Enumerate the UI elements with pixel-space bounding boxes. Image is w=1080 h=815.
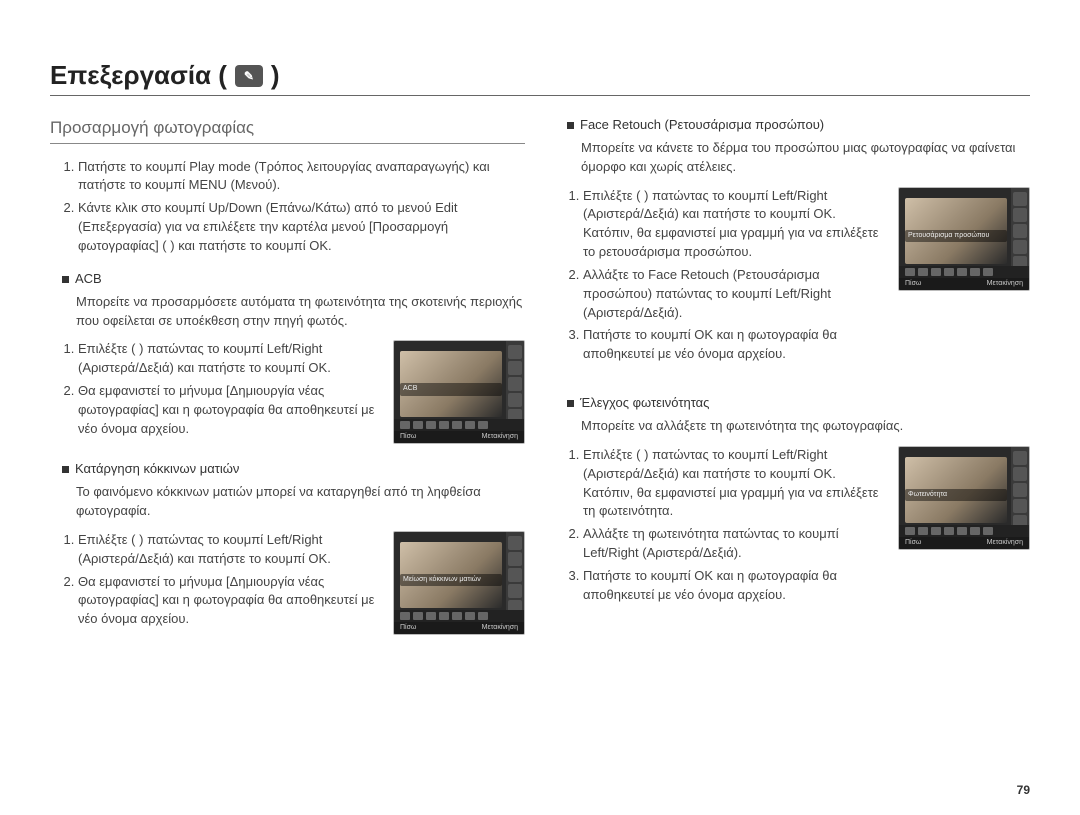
- feature-desc: Το φαινόμενο κόκκινων ματιών μπορεί να κ…: [50, 483, 525, 521]
- bullet-icon: [567, 122, 574, 129]
- thumb-back: Πίσω: [400, 432, 416, 442]
- thumb-move: Μετακίνηση: [482, 623, 518, 633]
- feature-body: Επιλέξτε ( ) πατώντας το κουμπί Left/Rig…: [555, 187, 1030, 369]
- list-item: Αλλάξτε το Face Retouch (Ρετουσάρισμα πρ…: [583, 266, 886, 323]
- feature-title: Έλεγχος φωτεινότητας: [580, 394, 709, 413]
- right-column: Face Retouch (Ρετουσάρισμα προσώπου) Μπο…: [555, 116, 1030, 651]
- bullet-icon: [62, 466, 69, 473]
- title-text-b: ): [271, 60, 280, 91]
- feature-head: Κατάργηση κόκκινων ματιών: [50, 460, 525, 479]
- thumb-move: Μετακίνηση: [987, 538, 1023, 548]
- feature-body: Επιλέξτε ( ) πατώντας το κουμπί Left/Rig…: [50, 340, 525, 444]
- thumb-icon-strip: [394, 419, 524, 431]
- thumb-icon-strip: [394, 610, 524, 622]
- side-icon: [508, 377, 522, 391]
- thumb-caption: Φωτεινότητα: [905, 489, 1007, 501]
- camera-preview-thumb: Ρετουσάρισμα προσώπου Πίσω Μετακίνηση: [898, 187, 1030, 291]
- feature-title: Κατάργηση κόκκινων ματιών: [75, 460, 239, 479]
- left-column: Προσαρμογή φωτογραφίας Πατήστε το κουμπί…: [50, 116, 525, 651]
- feature-steps: Επιλέξτε ( ) πατώντας το κουμπί Left/Rig…: [567, 187, 886, 369]
- feature-title: ACB: [75, 270, 102, 289]
- thumb-back: Πίσω: [400, 623, 416, 633]
- feature-title: Face Retouch (Ρετουσάρισμα προσώπου): [580, 116, 824, 135]
- thumb-footer: Πίσω Μετακίνηση: [394, 622, 524, 634]
- list-item: Πατήστε το κουμπί OK και η φωτογραφία θα…: [583, 567, 886, 605]
- feature-desc: Μπορείτε να κάνετε το δέρμα του προσώπου…: [555, 139, 1030, 177]
- feature-body: Επιλέξτε ( ) πατώντας το κουμπί Left/Rig…: [555, 446, 1030, 609]
- feature-steps: Επιλέξτε ( ) πατώντας το κουμπί Left/Rig…: [62, 531, 381, 635]
- camera-preview-thumb: ACB Πίσω Μετακίνηση: [393, 340, 525, 444]
- thumb-icon-strip: [899, 525, 1029, 537]
- intro-step: Πατήστε το κουμπί Play mode (Τρόπος λειτ…: [78, 158, 525, 196]
- thumb-footer: Πίσω Μετακίνηση: [394, 431, 524, 443]
- feature-redeye: Κατάργηση κόκκινων ματιών Το φαινόμενο κ…: [50, 460, 525, 635]
- feature-head: Έλεγχος φωτεινότητας: [555, 394, 1030, 413]
- thumb-move: Μετακίνηση: [482, 432, 518, 442]
- feature-brightness: Έλεγχος φωτεινότητας Μπορείτε να αλλάξετ…: [555, 394, 1030, 608]
- thumb-caption: ACB: [400, 383, 502, 395]
- list-item: Πατήστε το κουμπί OK και η φωτογραφία θα…: [583, 326, 886, 364]
- list-item: Θα εμφανιστεί το μήνυμα [Δημιουργία νέας…: [78, 573, 381, 630]
- list-item: Επιλέξτε ( ) πατώντας το κουμπί Left/Rig…: [78, 340, 381, 378]
- thumb-back: Πίσω: [905, 538, 921, 548]
- thumb-caption: Ρετουσάρισμα προσώπου: [905, 230, 1007, 242]
- thumb-move: Μετακίνηση: [987, 279, 1023, 289]
- thumb-back: Πίσω: [905, 279, 921, 289]
- side-icon: [508, 361, 522, 375]
- content-columns: Προσαρμογή φωτογραφίας Πατήστε το κουμπί…: [50, 116, 1030, 651]
- feature-desc: Μπορείτε να αλλάξετε τη φωτεινότητα της …: [555, 417, 1030, 436]
- feature-head: ACB: [50, 270, 525, 289]
- page-title-row: Επεξεργασία ( ✎ ): [50, 60, 1030, 96]
- side-icon: [508, 393, 522, 407]
- thumb-footer: Πίσω Μετακίνηση: [899, 278, 1029, 290]
- subsection-title: Προσαρμογή φωτογραφίας: [50, 116, 525, 144]
- side-icon: [508, 345, 522, 359]
- list-item: Επιλέξτε ( ) πατώντας το κουμπί Left/Rig…: [583, 446, 886, 521]
- thumb-icon-strip: [899, 266, 1029, 278]
- bullet-icon: [567, 400, 574, 407]
- list-item: Αλλάξτε τη φωτεινότητα πατώντας το κουμπ…: [583, 525, 886, 563]
- page-title: Επεξεργασία ( ✎ ): [50, 60, 280, 91]
- bullet-icon: [62, 276, 69, 283]
- feature-body: Επιλέξτε ( ) πατώντας το κουμπί Left/Rig…: [50, 531, 525, 635]
- feature-acb: ACB Μπορείτε να προσαρμόσετε αυτόματα τη…: [50, 270, 525, 445]
- intro-step: Κάντε κλικ στο κουμπί Up/Down (Επάνω/Κάτ…: [78, 199, 525, 256]
- feature-desc: Μπορείτε να προσαρμόσετε αυτόματα τη φωτ…: [50, 293, 525, 331]
- feature-head: Face Retouch (Ρετουσάρισμα προσώπου): [555, 116, 1030, 135]
- thumb-footer: Πίσω Μετακίνηση: [899, 537, 1029, 549]
- feature-face-retouch: Face Retouch (Ρετουσάρισμα προσώπου) Μπο…: [555, 116, 1030, 368]
- title-text-a: Επεξεργασία (: [50, 60, 227, 91]
- page-number: 79: [1017, 783, 1030, 797]
- intro-steps: Πατήστε το κουμπί Play mode (Τρόπος λειτ…: [50, 158, 525, 256]
- thumb-caption: Μείωση κόκκινων ματιών: [400, 574, 502, 586]
- feature-steps: Επιλέξτε ( ) πατώντας το κουμπί Left/Rig…: [62, 340, 381, 444]
- feature-steps: Επιλέξτε ( ) πατώντας το κουμπί Left/Rig…: [567, 446, 886, 609]
- list-item: Θα εμφανιστεί το μήνυμα [Δημιουργία νέας…: [78, 382, 381, 439]
- edit-mode-icon: ✎: [235, 65, 263, 87]
- camera-preview-thumb: Φωτεινότητα Πίσω Μετακίνηση: [898, 446, 1030, 550]
- list-item: Επιλέξτε ( ) πατώντας το κουμπί Left/Rig…: [583, 187, 886, 262]
- camera-preview-thumb: Μείωση κόκκινων ματιών Πίσω Μετακίνηση: [393, 531, 525, 635]
- list-item: Επιλέξτε ( ) πατώντας το κουμπί Left/Rig…: [78, 531, 381, 569]
